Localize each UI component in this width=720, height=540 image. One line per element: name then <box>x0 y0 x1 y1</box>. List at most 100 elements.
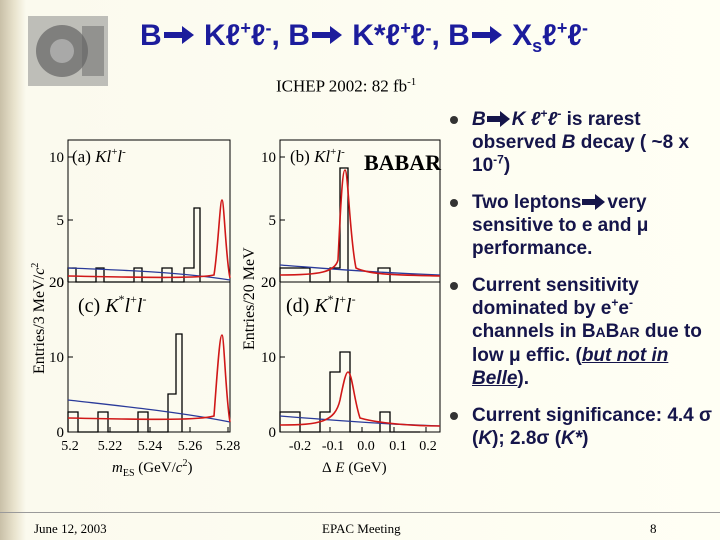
title-text: ℓ <box>567 19 583 52</box>
graphic <box>311 26 342 44</box>
text: is rarest observed <box>472 109 641 153</box>
text: E <box>332 460 345 476</box>
text: μ <box>508 345 521 366</box>
text: + <box>330 146 336 158</box>
text: A <box>595 324 606 340</box>
text: ) <box>582 428 589 449</box>
x-tick-label: 5.22 <box>98 439 123 454</box>
x-tick-label: 5.26 <box>178 439 203 454</box>
text: performance. <box>472 238 593 259</box>
y-tick-label: 0 <box>57 275 65 291</box>
text: effic. ( <box>520 345 582 366</box>
text: + <box>611 295 619 310</box>
graphic <box>163 26 194 44</box>
text: l <box>125 295 131 317</box>
text: - <box>122 146 126 158</box>
text: B <box>605 321 620 342</box>
x-tick-label: 0.1 <box>389 439 407 454</box>
graphic <box>279 169 441 277</box>
graphic <box>50 39 74 63</box>
text: ES <box>123 468 135 479</box>
text: but not in Belle <box>472 345 669 389</box>
text: Entries/3 MeV/ <box>31 274 48 374</box>
text: -7 <box>493 152 504 167</box>
text: e <box>618 298 629 319</box>
title-text: + <box>556 18 568 38</box>
subtitle-text: -1 <box>407 76 417 88</box>
text: Kl <box>94 147 111 166</box>
text: c <box>176 460 183 476</box>
text: Two leptons <box>472 192 582 213</box>
title-text: + <box>240 18 251 38</box>
y-tick-label: 10 <box>49 150 64 166</box>
text: B <box>561 132 576 153</box>
graphic <box>471 26 502 44</box>
text: (a) <box>72 147 91 166</box>
text: m <box>112 460 123 476</box>
graphic <box>67 333 183 433</box>
page-number: 8 <box>650 521 657 536</box>
y-tick-label: 10 <box>49 350 64 366</box>
title-text: ℓ <box>250 19 266 52</box>
graphic <box>486 111 510 127</box>
text: l <box>117 147 122 166</box>
title-text: K*ℓ <box>352 19 401 52</box>
text: c <box>31 268 48 275</box>
text: ( <box>549 428 562 449</box>
text: (GeV) <box>345 460 387 476</box>
x-tick-label: 5.28 <box>216 439 241 454</box>
text: l <box>334 295 340 317</box>
figure: Entries/3 MeV/c2 Entries/20 MeV 10 5 0 1… <box>30 139 442 479</box>
title-text: , <box>271 19 280 52</box>
graphic <box>67 399 231 423</box>
title-text: - <box>265 18 272 38</box>
graphic <box>67 334 231 423</box>
text: l <box>346 295 352 317</box>
text: (b) <box>290 147 310 166</box>
title-text: - <box>582 18 589 38</box>
arrow-icon <box>471 26 502 44</box>
text: K <box>313 295 329 317</box>
text: l <box>137 295 143 317</box>
text: - <box>352 292 356 306</box>
text: Kl <box>313 147 330 166</box>
text: Δ <box>322 460 332 476</box>
y-tick-label: 0 <box>57 425 65 441</box>
text: AR <box>619 324 640 340</box>
y-axis-label: Entries/20 MeV <box>241 247 258 350</box>
text: ℓ <box>547 109 558 130</box>
title-text: , <box>431 19 440 52</box>
title-text: - <box>425 18 432 38</box>
text: + <box>540 106 548 121</box>
text: (c) <box>78 295 100 317</box>
footer: June 12, 2003 EPAC Meeting 8 <box>0 512 720 540</box>
x-tick-label: -0.1 <box>322 439 344 454</box>
text: 2 <box>182 458 187 469</box>
text: + <box>111 146 117 158</box>
text: + <box>339 292 346 306</box>
title-text: ℓ <box>410 19 426 52</box>
graphic <box>67 169 441 427</box>
graphic <box>279 351 420 433</box>
x-tick-label: 0.2 <box>419 439 437 454</box>
text: (GeV/ <box>135 460 177 476</box>
x-axis-label: mES (GeV/c2) <box>112 458 192 479</box>
text: B <box>472 109 486 130</box>
text: - <box>142 292 146 306</box>
subtitle-text: ICHEP 2002: 82 fb <box>276 76 408 96</box>
title-text: + <box>400 18 411 38</box>
text: ( <box>472 428 479 449</box>
text: K <box>478 428 493 449</box>
y-tick-label: 20 <box>261 275 276 291</box>
text: ) <box>503 155 511 176</box>
graphic <box>68 156 427 432</box>
text: * <box>328 292 334 306</box>
text: * <box>119 292 125 306</box>
detector-photo <box>28 16 108 86</box>
text: + <box>130 292 137 306</box>
text: B <box>581 321 596 342</box>
title-text: B <box>448 19 470 52</box>
y-tick-label: 10 <box>261 150 276 166</box>
y-tick-label: 5 <box>269 213 277 229</box>
